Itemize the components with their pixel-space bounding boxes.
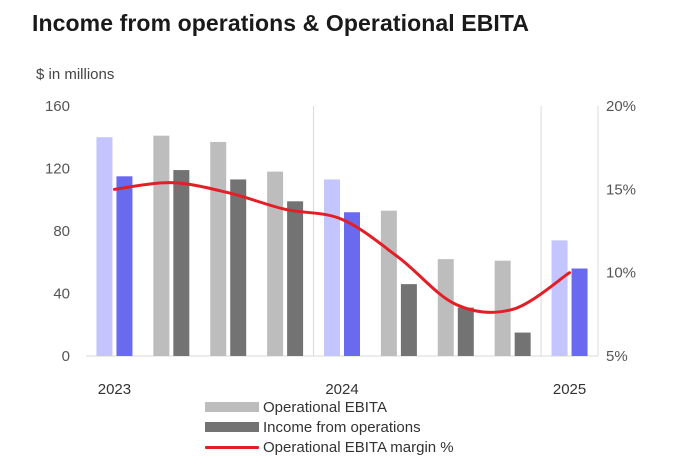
y2-tick-label: 5% bbox=[606, 348, 628, 365]
bar-operational-ebita bbox=[380, 210, 397, 356]
bar-operational-ebita bbox=[324, 179, 340, 356]
y-tick-label: 160 bbox=[45, 98, 70, 115]
x-year-label: 2023 bbox=[98, 381, 131, 398]
y-tick-label: 80 bbox=[53, 223, 70, 240]
bar-operational-ebita bbox=[96, 137, 113, 356]
legend-swatch-income bbox=[205, 422, 259, 432]
bar-income-from-operations bbox=[571, 268, 588, 356]
bar-income-from-operations bbox=[287, 201, 304, 356]
y-tick-label: 0 bbox=[62, 348, 70, 365]
y2-tick-label: 10% bbox=[606, 265, 636, 282]
legend-item-margin: Operational EBITA margin % bbox=[205, 437, 454, 457]
legend-swatch-ebita bbox=[205, 402, 259, 412]
bar-income-from-operations bbox=[344, 212, 360, 356]
line-operational-ebita-margin bbox=[112, 181, 572, 314]
bar-operational-ebita bbox=[210, 141, 227, 356]
bar-income-from-operations bbox=[116, 176, 133, 356]
bar-operational-ebita bbox=[494, 260, 511, 356]
y-tick-label: 120 bbox=[45, 161, 70, 178]
legend-swatch-margin bbox=[205, 445, 259, 449]
bar-income-from-operations bbox=[514, 332, 531, 356]
x-year-label: 2025 bbox=[553, 381, 586, 398]
x-year-label: 2024 bbox=[325, 381, 358, 398]
bar-operational-ebita bbox=[153, 135, 170, 356]
legend-label-margin: Operational EBITA margin % bbox=[263, 438, 454, 456]
bar-income-from-operations bbox=[173, 170, 190, 356]
bar-income-from-operations bbox=[230, 179, 247, 356]
legend: Operational EBITA Income from operations… bbox=[205, 397, 454, 457]
y2-tick-label: 20% bbox=[606, 98, 636, 115]
bar-operational-ebita bbox=[437, 259, 454, 356]
bar-operational-ebita bbox=[551, 240, 568, 356]
legend-item-income: Income from operations bbox=[205, 417, 454, 437]
chart-title: Income from operations & Operational EBI… bbox=[32, 10, 530, 36]
unit-label: $ in millions bbox=[36, 66, 115, 83]
legend-item-ebita: Operational EBITA bbox=[205, 397, 454, 417]
legend-label-income: Income from operations bbox=[263, 418, 421, 436]
legend-label-ebita: Operational EBITA bbox=[263, 398, 387, 416]
y-tick-label: 40 bbox=[53, 286, 70, 303]
bar-operational-ebita bbox=[267, 171, 284, 356]
bar-income-from-operations bbox=[457, 307, 474, 356]
bar-income-from-operations bbox=[400, 284, 417, 356]
y2-tick-label: 15% bbox=[606, 181, 636, 198]
